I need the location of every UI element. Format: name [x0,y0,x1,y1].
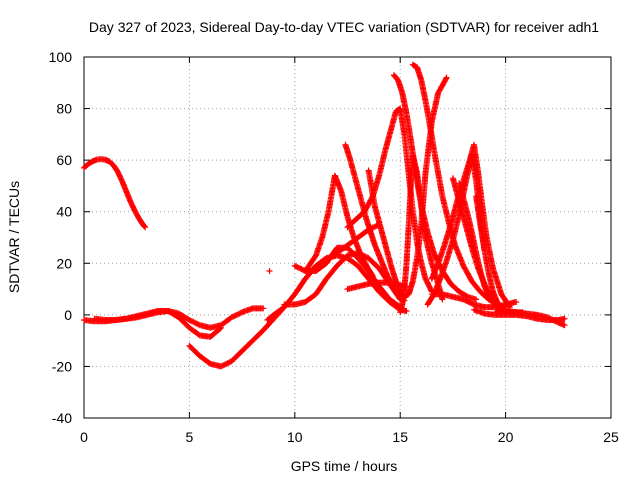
plot-frame [83,56,612,419]
y-tick-label: -40 [52,410,72,426]
y-tick-label: 40 [56,204,72,220]
x-tick-label: 5 [186,429,194,445]
series-arc-3 [91,305,267,331]
point-marks [91,305,267,331]
chart-title: Day 327 of 2023, Sidereal Day-to-day VTE… [89,19,599,35]
x-tick-label: 25 [603,429,619,445]
point-marks [186,304,288,370]
series-arc-13 [365,74,450,300]
point-marks [365,74,450,300]
y-tick-label: 80 [56,101,72,117]
series-arc-18 [428,141,513,311]
x-axis-ticks: 0 5 10 15 20 25 [80,57,619,445]
point-marks [428,141,513,311]
series-arc-4 [186,304,288,370]
x-tick-label: 15 [392,429,408,445]
series-arc-25 [266,268,273,275]
point-marks [492,308,568,329]
x-tick-label: 20 [498,429,514,445]
y-tick-label: -20 [52,358,72,374]
point-marks [302,172,376,280]
point-marks [342,141,408,304]
x-tick-label: 10 [287,429,303,445]
series-arc-22 [473,193,509,313]
y-tick-label: 60 [56,152,72,168]
grid-lines [84,57,611,418]
x-tick-label: 0 [80,429,88,445]
point-marks [473,193,509,313]
y-tick-label: 100 [49,49,73,65]
point-marks [266,268,273,275]
y-tick-label: 20 [56,255,72,271]
x-axis-label: GPS time / hours [291,458,398,474]
series-arc-24 [492,308,568,329]
series-arc-1 [81,156,149,231]
data-series [81,61,568,370]
point-marks [81,156,149,231]
y-axis-ticks: -40 -20 0 20 40 60 80 100 [49,49,611,426]
series-arc-10 [342,141,408,304]
series-arc-8 [302,172,376,280]
y-axis-label: SDTVAR / TECUs [6,181,22,293]
y-tick-label: 0 [64,307,72,323]
